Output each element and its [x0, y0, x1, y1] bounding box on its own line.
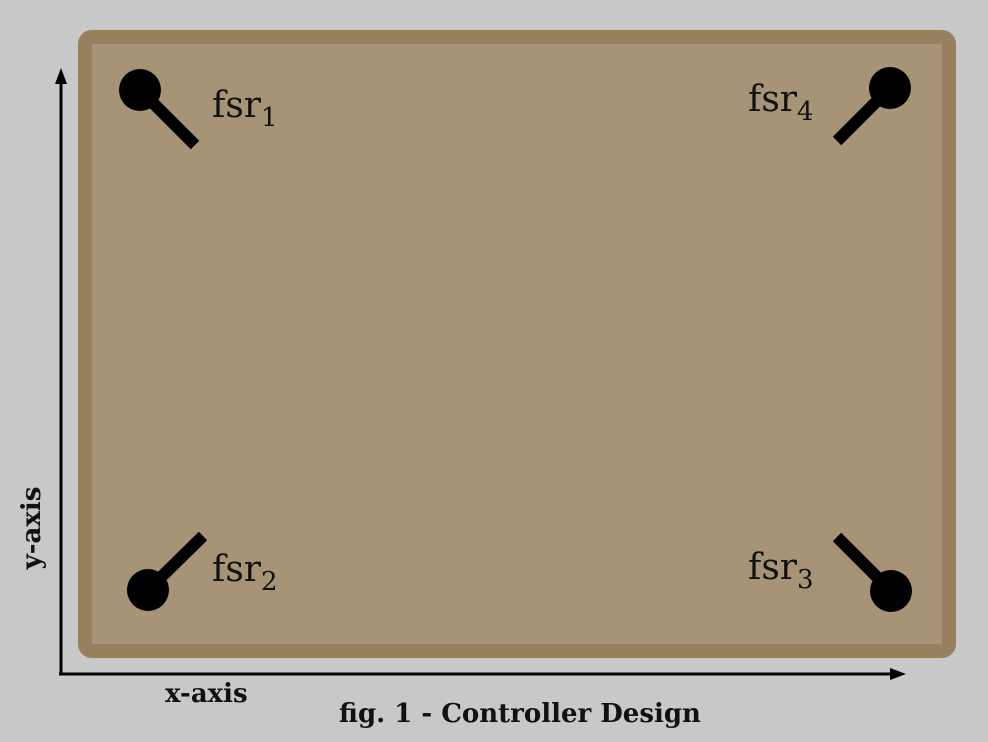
fsr-4-label: fsr4: [748, 79, 814, 127]
controller-board: [78, 30, 956, 658]
fsr-1-label: fsr1: [212, 85, 278, 133]
fsr-3-label: fsr3: [748, 547, 814, 595]
fsr-2-label: fsr2: [212, 549, 278, 597]
y-axis-line: [55, 68, 67, 674]
y-axis-label: y-axis: [17, 486, 47, 570]
x-axis-label: x-axis: [165, 679, 248, 709]
figure-caption: fig. 1 - Controller Design: [339, 699, 701, 729]
